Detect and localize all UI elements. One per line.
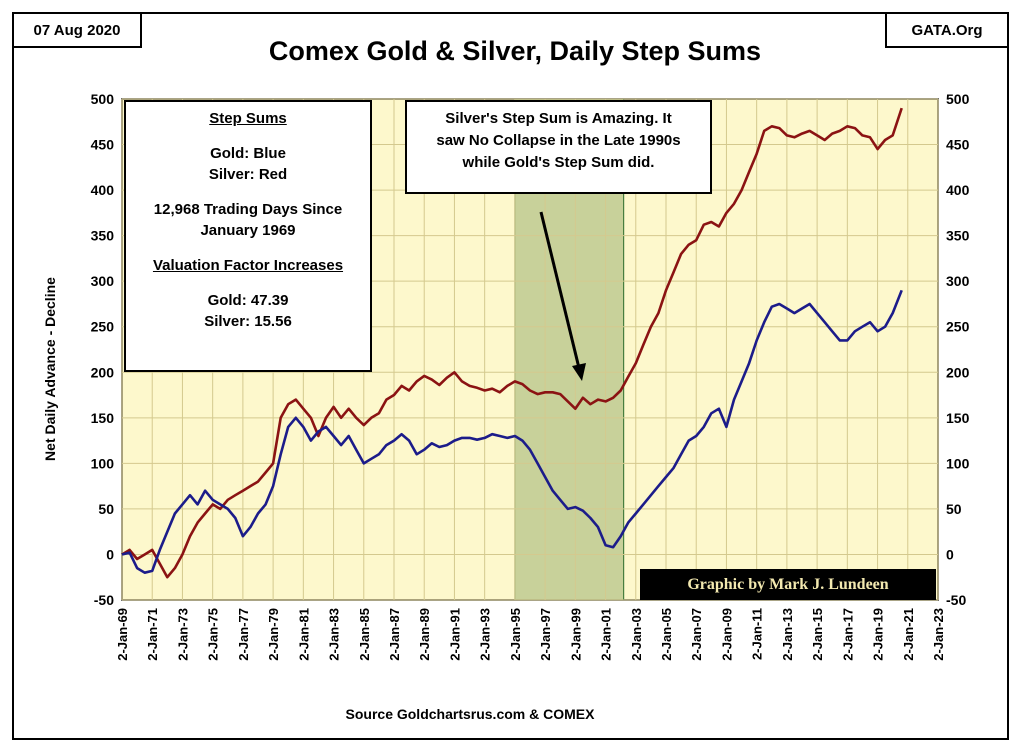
x-tick-label: 2-Jan-05 xyxy=(659,608,674,661)
y-tick-label-left: 300 xyxy=(91,273,115,289)
legend-valuation-heading: Valuation Factor Increases xyxy=(152,257,344,274)
x-tick-label: 2-Jan-77 xyxy=(236,608,251,661)
y-tick-label-right: 200 xyxy=(946,364,970,380)
note-box: Silver's Step Sum is Amazing. It saw No … xyxy=(405,100,712,194)
legend-days-1: 12,968 Trading Days Since xyxy=(153,201,343,218)
x-tick-label: 2-Jan-85 xyxy=(357,608,372,661)
y-tick-label-right: 450 xyxy=(946,137,970,153)
x-tick-label: 2-Jan-17 xyxy=(840,608,855,661)
x-tick-label: 2-Jan-23 xyxy=(931,608,946,661)
y-tick-label-right: 50 xyxy=(946,501,962,517)
legend-days-2: January 1969 xyxy=(200,222,296,239)
x-tick-label: 2-Jan-01 xyxy=(599,608,614,661)
x-tick-label: 2-Jan-69 xyxy=(115,608,130,661)
x-tick-label: 2-Jan-09 xyxy=(719,608,734,661)
x-tick-label: 2-Jan-83 xyxy=(327,608,342,661)
x-tick-label: 2-Jan-21 xyxy=(901,608,916,661)
x-tick-label: 2-Jan-13 xyxy=(780,608,795,661)
x-tick-label: 2-Jan-79 xyxy=(266,608,281,661)
legend-heading: Step Sums xyxy=(209,110,287,127)
y-tick-labels-left: -50 0 50 100 150 200 250 300 350 400 450 500 xyxy=(91,91,115,608)
legend-gold-factor: Gold: 47.39 xyxy=(207,292,289,309)
grid-lines xyxy=(121,98,939,601)
y-tick-labels-right: -50 0 50 100 150 200 250 300 350 400 450 500 xyxy=(946,91,970,608)
x-tick-label: 2-Jan-91 xyxy=(447,608,462,661)
x-tick-label: 2-Jan-87 xyxy=(387,608,402,661)
credit-label: Graphic by Mark J. Lundeen xyxy=(640,569,936,600)
y-tick-label-left: 400 xyxy=(91,182,115,198)
silver-step-sum-line xyxy=(121,107,903,579)
x-tick-label: 2-Jan-73 xyxy=(175,608,190,661)
y-tick-label-right: 0 xyxy=(946,546,954,562)
y-tick-label-left: 450 xyxy=(91,137,115,153)
y-tick-label-right: 300 xyxy=(946,273,970,289)
source-line: Source Goldchartsrus.com & COMEX xyxy=(345,706,595,722)
gold-step-sum-line xyxy=(121,289,903,575)
y-tick-label-left: 50 xyxy=(98,501,114,517)
x-tick-label: 2-Jan-93 xyxy=(478,608,493,661)
x-tick-label: 2-Jan-07 xyxy=(689,608,704,661)
x-tick-label: 2-Jan-89 xyxy=(417,608,432,661)
y-tick-label-right: 350 xyxy=(946,228,970,244)
y-tick-label-left: -50 xyxy=(94,592,114,608)
chart-title: Comex Gold & Silver, Daily Step Sums xyxy=(268,36,762,66)
x-tick-label: 2-Jan-99 xyxy=(568,608,583,661)
x-tick-label: 2-Jan-11 xyxy=(750,608,765,660)
y-tick-label-left: 250 xyxy=(91,319,115,335)
y-tick-label-left: 100 xyxy=(91,455,115,471)
legend-silver-factor: Silver: 15.56 xyxy=(204,313,292,330)
legend-silver: Silver: Red xyxy=(208,166,288,183)
x-tick-label: 2-Jan-71 xyxy=(145,608,160,661)
gata-box: GATA.Org xyxy=(885,12,1009,48)
y-tick-label-right: 250 xyxy=(946,319,970,335)
arrow xyxy=(539,211,586,381)
y-tick-label-left: 200 xyxy=(91,364,115,380)
y-tick-label-left: 500 xyxy=(91,91,115,107)
x-tick-label: 2-Jan-03 xyxy=(629,608,644,661)
x-tick-label: 2-Jan-81 xyxy=(296,608,311,661)
x-tick-labels: 2-Jan-69 2-Jan-71 2-Jan-73 2-Jan-75 2-Jan-77… xyxy=(115,608,946,661)
note-line-2: saw No Collapse in the Late 1990s xyxy=(436,132,681,149)
note-line-1: Silver's Step Sum is Amazing. It xyxy=(445,110,672,127)
y-tick-label-right: 150 xyxy=(946,410,970,426)
x-tick-label: 2-Jan-15 xyxy=(810,608,825,661)
x-tick-label: 2-Jan-75 xyxy=(206,608,221,661)
legend-box: Step Sums Gold: Blue Silver: Red 12,968 … xyxy=(124,100,372,372)
y-tick-label-right: -50 xyxy=(946,592,966,608)
y-tick-label-right: 400 xyxy=(946,182,970,198)
y-axis-label: Net Daily Advance - Decline xyxy=(42,277,58,461)
y-tick-label-left: 150 xyxy=(91,410,115,426)
x-tick-label: 2-Jan-97 xyxy=(538,608,553,661)
y-tick-label-right: 100 xyxy=(946,455,970,471)
x-tick-label: 2-Jan-95 xyxy=(508,608,523,661)
y-tick-label-left: 0 xyxy=(106,546,114,562)
x-tick-label: 2-Jan-19 xyxy=(871,608,886,661)
legend-gold: Gold: Blue xyxy=(210,145,286,162)
note-line-3: while Gold's Step Sum did. xyxy=(462,154,655,171)
y-tick-label-right: 500 xyxy=(946,91,970,107)
date-box: 07 Aug 2020 xyxy=(12,12,142,48)
y-tick-label-left: 350 xyxy=(91,228,115,244)
